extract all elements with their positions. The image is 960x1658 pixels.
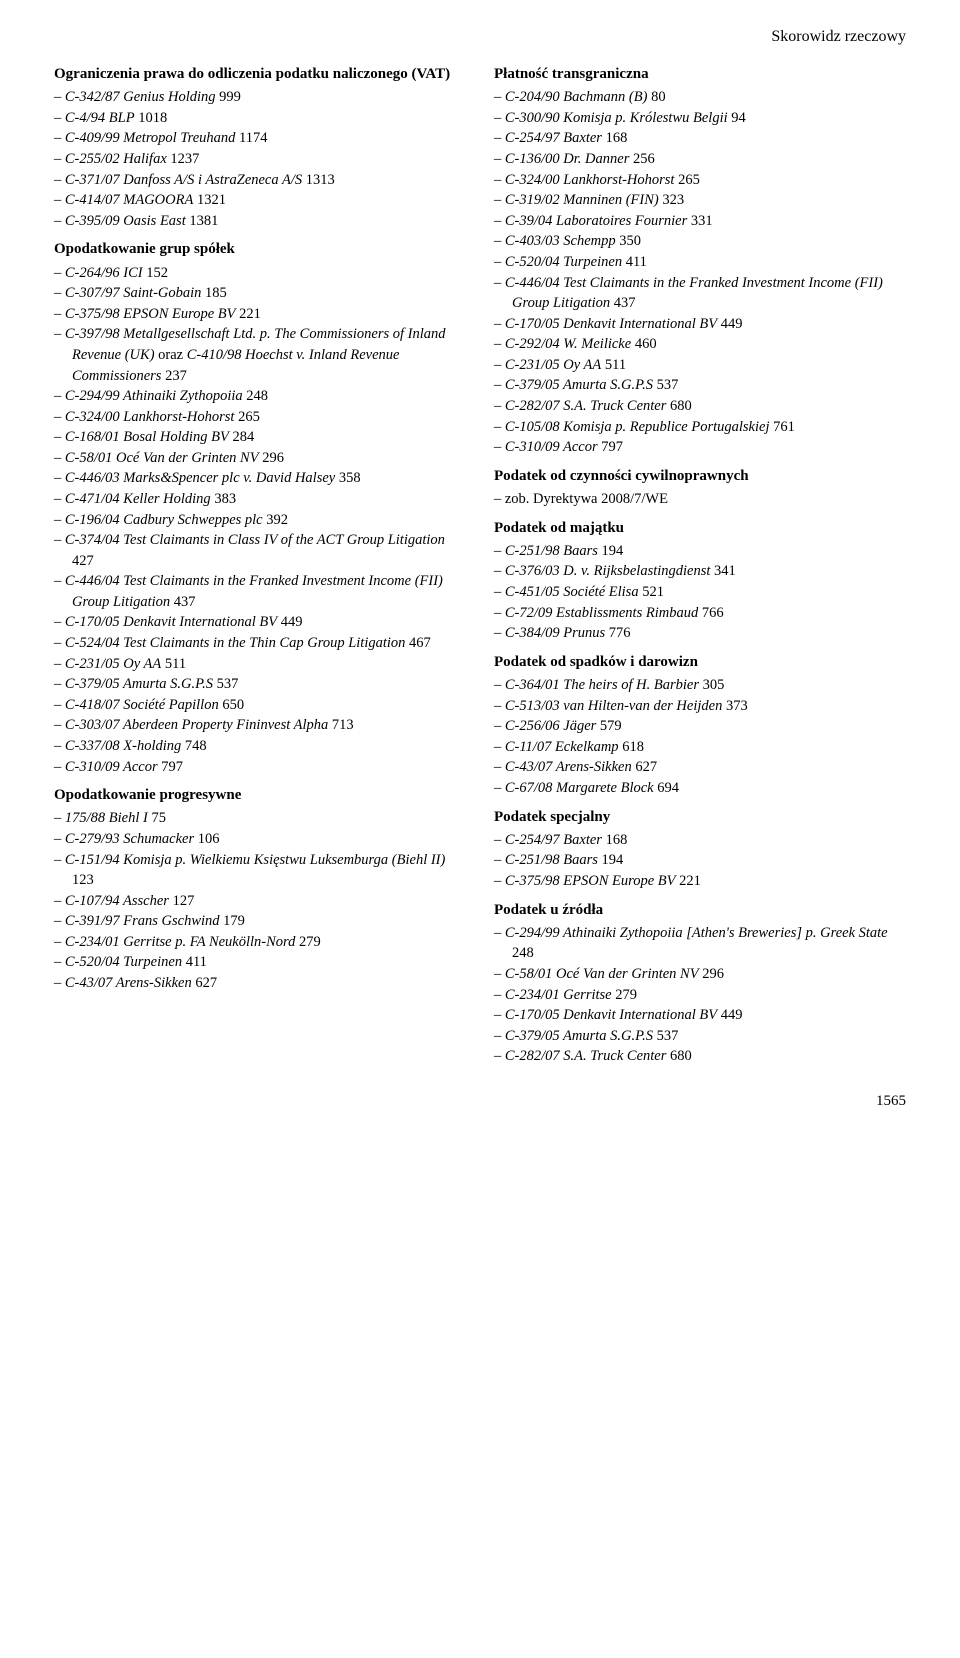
index-entry: – C-39/04 Laboratoires Fournier 331: [494, 211, 906, 232]
index-entry: – C-446/04 Test Claimants in the Franked…: [54, 571, 466, 612]
index-entry: – C-43/07 Arens-Sikken 627: [54, 973, 466, 994]
index-entry: – C-251/98 Baars 194: [494, 850, 906, 871]
section-title: Podatek od majątku: [494, 518, 906, 539]
index-entry: – C-255/02 Halifax 1237: [54, 149, 466, 170]
index-entry: – C-418/07 Société Papillon 650: [54, 695, 466, 716]
left-column: Ograniczenia prawa do odliczenia podatku…: [54, 64, 466, 1067]
index-entry: – C-168/01 Bosal Holding BV 284: [54, 427, 466, 448]
index-entry: – C-371/07 Danfoss A/S i AstraZeneca A/S…: [54, 170, 466, 191]
page-number: 1565: [54, 1093, 906, 1110]
index-entry: – C-524/04 Test Claimants in the Thin Ca…: [54, 633, 466, 654]
index-entry: – C-414/07 MAGOORA 1321: [54, 190, 466, 211]
section-title: Opodatkowanie progresywne: [54, 785, 466, 806]
index-entry: – C-292/04 W. Meilicke 460: [494, 334, 906, 355]
section-title: Ograniczenia prawa do odliczenia podatku…: [54, 64, 466, 85]
index-entry: – C-303/07 Aberdeen Property Fininvest A…: [54, 715, 466, 736]
index-entry: – C-324/00 Lankhorst-Hohorst 265: [494, 170, 906, 191]
index-entry: – C-170/05 Denkavit International BV 449: [54, 612, 466, 633]
index-entry: – C-58/01 Océ Van der Grinten NV 296: [54, 448, 466, 469]
index-entry: – C-446/03 Marks&Spencer plc v. David Ha…: [54, 468, 466, 489]
index-entry: – C-234/01 Gerritse 279: [494, 985, 906, 1006]
index-entry: – C-136/00 Dr. Danner 256: [494, 149, 906, 170]
index-entry: – C-310/09 Accor 797: [494, 437, 906, 458]
index-entry: – C-379/05 Amurta S.G.P.S 537: [494, 375, 906, 396]
index-entry: – C-471/04 Keller Holding 383: [54, 489, 466, 510]
index-entry: – C-364/01 The heirs of H. Barbier 305: [494, 675, 906, 696]
index-entry: – C-279/93 Schumacker 106: [54, 829, 466, 850]
index-entry: – C-379/05 Amurta S.G.P.S 537: [494, 1026, 906, 1047]
index-entry: – C-342/87 Genius Holding 999: [54, 87, 466, 108]
index-entry: – C-234/01 Gerritse p. FA Neukölln-Nord …: [54, 932, 466, 953]
index-entry: – C-451/05 Société Elisa 521: [494, 582, 906, 603]
index-entry: – C-43/07 Arens-Sikken 627: [494, 757, 906, 778]
index-entry: – C-520/04 Turpeinen 411: [54, 952, 466, 973]
index-entry: – C-67/08 Margarete Block 694: [494, 778, 906, 799]
index-entry: – C-375/98 EPSON Europe BV 221: [494, 871, 906, 892]
index-entry: – C-294/99 Athinaiki Zythopoiia [Athen's…: [494, 923, 906, 964]
index-entry: – C-376/03 D. v. Rijksbelastingdienst 34…: [494, 561, 906, 582]
index-entry: – C-374/04 Test Claimants in Class IV of…: [54, 530, 466, 571]
index-entry: – C-397/98 Metallgesellschaft Ltd. p. Th…: [54, 324, 466, 386]
index-entry: – C-513/03 van Hilten-van der Heijden 37…: [494, 696, 906, 717]
index-entry: – C-264/96 ICI 152: [54, 263, 466, 284]
index-entry: – C-72/09 Establissments Rimbaud 766: [494, 603, 906, 624]
index-entry: – C-520/04 Turpeinen 411: [494, 252, 906, 273]
index-entry: – C-170/05 Denkavit International BV 449: [494, 1005, 906, 1026]
section-title: Podatek od czynności cywilnoprawnych: [494, 466, 906, 487]
index-entry: – C-384/09 Prunus 776: [494, 623, 906, 644]
index-entry: – C-300/90 Komisja p. Królestwu Belgii 9…: [494, 108, 906, 129]
index-entry: – C-375/98 EPSON Europe BV 221: [54, 304, 466, 325]
index-entry: – C-58/01 Océ Van der Grinten NV 296: [494, 964, 906, 985]
index-entry: – C-204/90 Bachmann (B) 80: [494, 87, 906, 108]
index-entry: – 175/88 Biehl I 75: [54, 808, 466, 829]
index-entry: – C-391/97 Frans Gschwind 179: [54, 911, 466, 932]
index-entry: – C-231/05 Oy AA 511: [54, 654, 466, 675]
index-entry: – C-282/07 S.A. Truck Center 680: [494, 396, 906, 417]
section-title: Podatek u źródła: [494, 900, 906, 921]
content-columns: Ograniczenia prawa do odliczenia podatku…: [54, 64, 906, 1067]
section-title: Podatek specjalny: [494, 807, 906, 828]
index-entry: – zob. Dyrektywa 2008/7/WE: [494, 489, 906, 510]
index-entry: – C-409/99 Metropol Treuhand 1174: [54, 128, 466, 149]
right-column: Płatność transgraniczna– C-204/90 Bachma…: [494, 64, 906, 1067]
index-entry: – C-324/00 Lankhorst-Hohorst 265: [54, 407, 466, 428]
section-title: Płatność transgraniczna: [494, 64, 906, 85]
index-entry: – C-379/05 Amurta S.G.P.S 537: [54, 674, 466, 695]
index-entry: – C-294/99 Athinaiki Zythopoiia 248: [54, 386, 466, 407]
index-entry: – C-4/94 BLP 1018: [54, 108, 466, 129]
index-entry: – C-254/97 Baxter 168: [494, 128, 906, 149]
index-entry: – C-256/06 Jäger 579: [494, 716, 906, 737]
index-entry: – C-395/09 Oasis East 1381: [54, 211, 466, 232]
page-header: Skorowidz rzeczowy: [54, 28, 906, 46]
index-entry: – C-11/07 Eckelkamp 618: [494, 737, 906, 758]
index-entry: – C-231/05 Oy AA 511: [494, 355, 906, 376]
index-entry: – C-337/08 X-holding 748: [54, 736, 466, 757]
index-entry: – C-170/05 Denkavit International BV 449: [494, 314, 906, 335]
index-entry: – C-107/94 Asscher 127: [54, 891, 466, 912]
index-entry: – C-254/97 Baxter 168: [494, 830, 906, 851]
index-entry: – C-307/97 Saint-Gobain 185: [54, 283, 466, 304]
index-entry: – C-446/04 Test Claimants in the Franked…: [494, 273, 906, 314]
index-entry: – C-403/03 Schempp 350: [494, 231, 906, 252]
index-entry: – C-151/94 Komisja p. Wielkiemu Księstwu…: [54, 850, 466, 891]
index-entry: – C-310/09 Accor 797: [54, 757, 466, 778]
section-title: Podatek od spadków i darowizn: [494, 652, 906, 673]
index-entry: – C-251/98 Baars 194: [494, 541, 906, 562]
section-title: Opodatkowanie grup spółek: [54, 239, 466, 260]
index-entry: – C-196/04 Cadbury Schweppes plc 392: [54, 510, 466, 531]
index-entry: – C-282/07 S.A. Truck Center 680: [494, 1046, 906, 1067]
index-entry: – C-105/08 Komisja p. Republice Portugal…: [494, 417, 906, 438]
index-entry: – C-319/02 Manninen (FIN) 323: [494, 190, 906, 211]
